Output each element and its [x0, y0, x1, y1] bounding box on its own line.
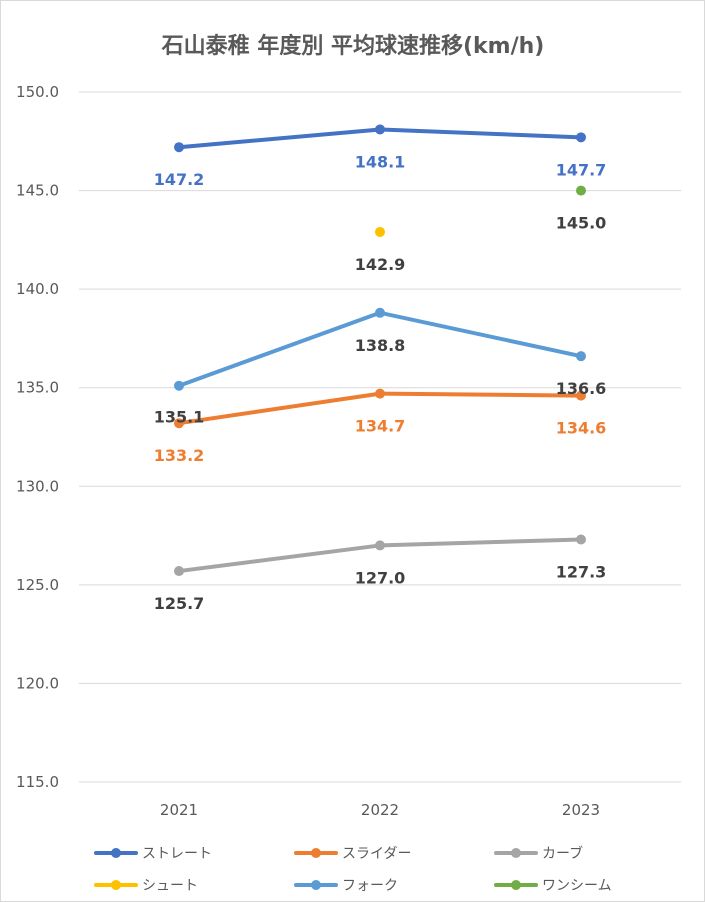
- data-label: 127.0: [355, 568, 406, 587]
- data-point: [375, 388, 385, 399]
- x-axis-ticks: 2021 2022 2023: [160, 801, 600, 819]
- legend-label: フォーク: [342, 878, 398, 894]
- legend-item: シュート: [94, 878, 198, 894]
- data-label: 133.2: [154, 446, 205, 465]
- series-layer: [174, 124, 586, 577]
- data-point: [576, 185, 586, 196]
- y-tick-label: 130.0: [16, 477, 59, 495]
- y-tick-label: 150.0: [16, 83, 59, 101]
- data-point: [375, 124, 385, 135]
- data-point: [375, 307, 385, 318]
- y-tick-label: 115.0: [16, 773, 59, 791]
- legend-item: ストレート: [94, 846, 212, 862]
- data-point: [375, 540, 385, 551]
- x-tick-label: 2022: [361, 801, 399, 819]
- legend-item: ワンシーム: [494, 878, 612, 894]
- data-point: [174, 566, 184, 577]
- legend-item: カーブ: [494, 845, 583, 862]
- legend-label: ワンシーム: [542, 878, 612, 894]
- y-tick-label: 145.0: [16, 182, 59, 200]
- legend-item: スライダー: [294, 846, 411, 862]
- legend-swatch-marker: [311, 848, 321, 858]
- x-tick-label: 2023: [562, 801, 600, 819]
- y-tick-label: 135.0: [16, 379, 59, 397]
- data-label: 138.8: [355, 336, 406, 355]
- y-tick-label: 140.0: [16, 280, 59, 298]
- data-point: [174, 142, 184, 153]
- chart-title: 石山泰稚 年度別 平均球速推移(km/h): [161, 33, 545, 59]
- data-label: 147.2: [154, 170, 205, 189]
- data-point: [174, 418, 184, 429]
- data-label: 134.7: [355, 417, 406, 436]
- data-point: [375, 226, 385, 237]
- data-label: 135.1: [154, 408, 205, 427]
- data-label: 147.7: [556, 160, 607, 179]
- data-label: 136.6: [556, 379, 607, 398]
- data-label: 142.9: [355, 255, 406, 274]
- data-point: [174, 380, 184, 391]
- legend-label: カーブ: [542, 845, 583, 862]
- y-tick-label: 120.0: [16, 674, 59, 692]
- legend-swatch-marker: [311, 880, 321, 890]
- y-tick-label: 125.0: [16, 576, 59, 594]
- data-point: [576, 351, 586, 362]
- legend-label: ストレート: [142, 846, 212, 862]
- legend-item: フォーク: [294, 878, 398, 894]
- legend-swatch-marker: [111, 848, 121, 858]
- legend-label: スライダー: [342, 846, 411, 862]
- legend-swatch-marker: [511, 848, 521, 858]
- data-label: 127.3: [556, 563, 607, 582]
- data-label: 145.0: [556, 214, 607, 233]
- y-axis-ticks: 115.0 120.0 125.0 130.0 135.0 140.0 145.0 150.0: [16, 83, 59, 791]
- data-point: [576, 390, 586, 401]
- legend-swatch-marker: [511, 880, 521, 890]
- x-tick-label: 2021: [160, 801, 198, 819]
- data-point: [576, 534, 586, 545]
- data-labels: 147.2 148.1 147.7 133.2 134.7 134.6 125.7 127.0…: [154, 152, 607, 613]
- data-point: [576, 132, 586, 143]
- legend-label: シュート: [142, 878, 198, 894]
- legend-swatch-marker: [111, 880, 121, 890]
- data-label: 125.7: [154, 594, 205, 613]
- data-label: 148.1: [355, 152, 406, 171]
- data-label: 134.6: [556, 419, 607, 438]
